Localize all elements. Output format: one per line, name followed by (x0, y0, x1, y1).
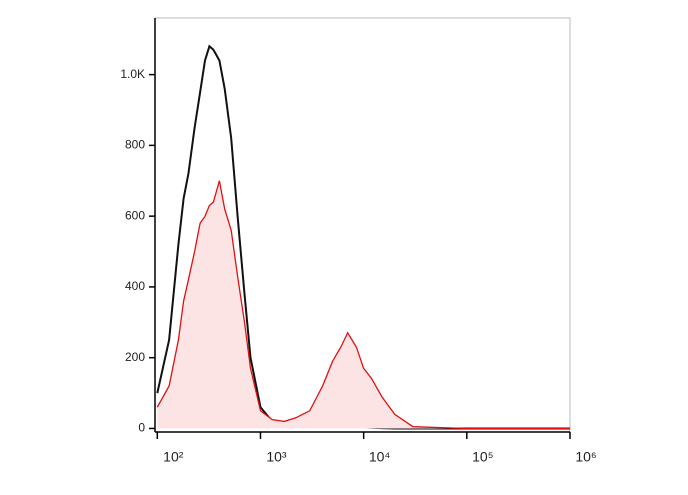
plot-area (156, 44, 571, 430)
series-line (156, 180, 570, 430)
x-tick-label: 10⁵ (472, 449, 493, 465)
y-tick-label: 600 (125, 208, 145, 222)
y-tick-label: 0 (138, 421, 145, 435)
x-tick-label: 10³ (266, 449, 287, 465)
series-area (157, 180, 571, 429)
x-tick-label: 10² (163, 449, 184, 465)
y-tick-label: 400 (125, 279, 145, 293)
x-tick-label: 10⁶ (575, 449, 596, 465)
y-tick-label: 1.0K (120, 67, 145, 81)
y-tick-label: 800 (125, 138, 145, 152)
x-tick-label: 10⁴ (369, 449, 391, 465)
y-tick-label: 200 (125, 350, 145, 364)
